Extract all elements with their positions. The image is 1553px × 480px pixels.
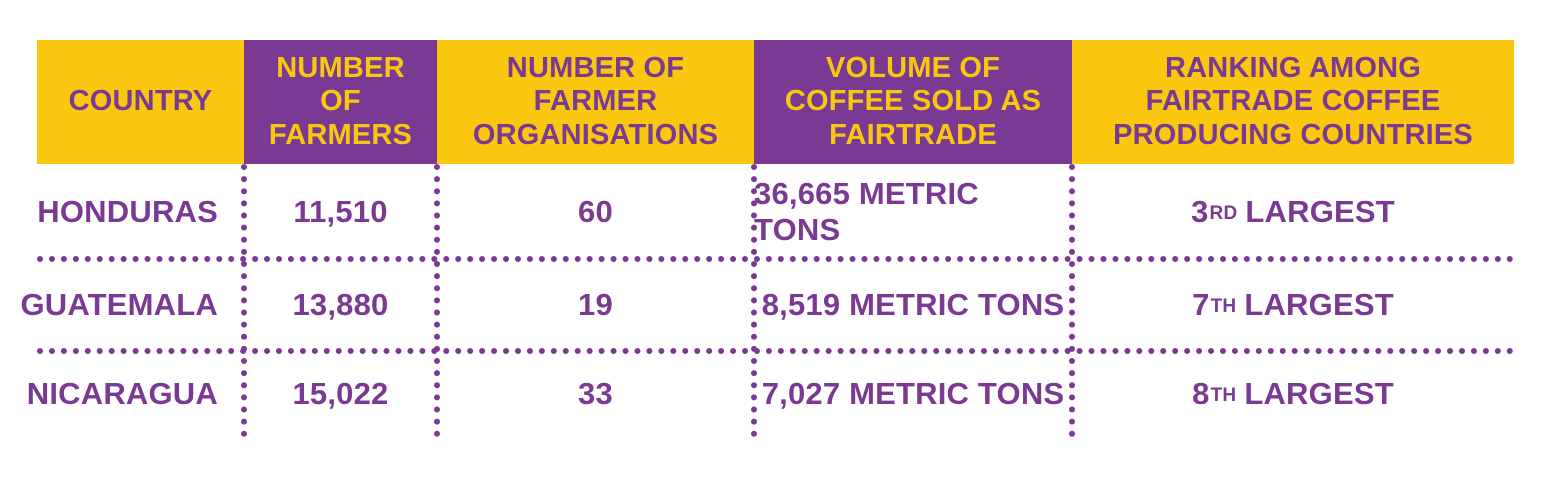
cell-volume: 36,665 METRIC TONS: [754, 175, 979, 247]
cell-ranking: 8 TH LARGEST: [1072, 351, 1514, 437]
cell-country: GUATEMALA: [20, 287, 218, 322]
cell-farmers: 11,510: [293, 193, 388, 229]
cell-ranking: 3 RD LARGEST: [1072, 164, 1514, 259]
cell-farmers: 13,880: [292, 287, 389, 322]
header-country: COUNTRY: [37, 40, 244, 164]
cell-ranking: 7 TH LARGEST: [1072, 259, 1514, 351]
cell-organisations: 60: [578, 193, 613, 229]
fairtrade-coffee-table: COUNTRY NUMBER OF FARMERS NUMBER OF FARM…: [20, 40, 1514, 437]
row-divider: [37, 348, 1514, 354]
row-divider: [37, 256, 1514, 262]
cell-organisations: 19: [578, 287, 613, 322]
cell-volume: 7,027 METRIC TONS: [761, 376, 1065, 411]
rank-number: 3: [1191, 193, 1209, 229]
column-divider: [241, 164, 247, 437]
rank-word: LARGEST: [1244, 287, 1394, 322]
column-divider: [1069, 164, 1075, 437]
header-number-of-farmer-organisations: NUMBER OF FARMER ORGANISATIONS: [437, 40, 754, 164]
column-divider: [434, 164, 440, 437]
header-number-of-farmers: NUMBER OF FARMERS: [244, 40, 437, 164]
cell-country: HONDURAS: [37, 193, 218, 229]
table-header-row: COUNTRY NUMBER OF FARMERS NUMBER OF FARM…: [37, 40, 1514, 164]
cell-country: NICARAGUA: [26, 376, 218, 411]
header-ranking: RANKING AMONG FAIRTRADE COFFEE PRODUCING…: [1072, 40, 1514, 164]
rank-number: 7: [1192, 287, 1210, 322]
cell-organisations: 33: [578, 376, 613, 411]
rank-suffix: TH: [1210, 385, 1237, 406]
rank-suffix: TH: [1210, 296, 1237, 317]
header-volume-sold-fairtrade: VOLUME OF COFFEE SOLD AS FAIRTRADE: [754, 40, 1072, 164]
cell-farmers: 15,022: [292, 376, 389, 411]
column-divider: [751, 164, 757, 437]
rank-number: 8: [1192, 376, 1210, 411]
rank-word: LARGEST: [1245, 193, 1395, 229]
rank-word: LARGEST: [1244, 376, 1394, 411]
rank-suffix: RD: [1209, 202, 1238, 224]
cell-volume: 8,519 METRIC TONS: [761, 287, 1065, 322]
